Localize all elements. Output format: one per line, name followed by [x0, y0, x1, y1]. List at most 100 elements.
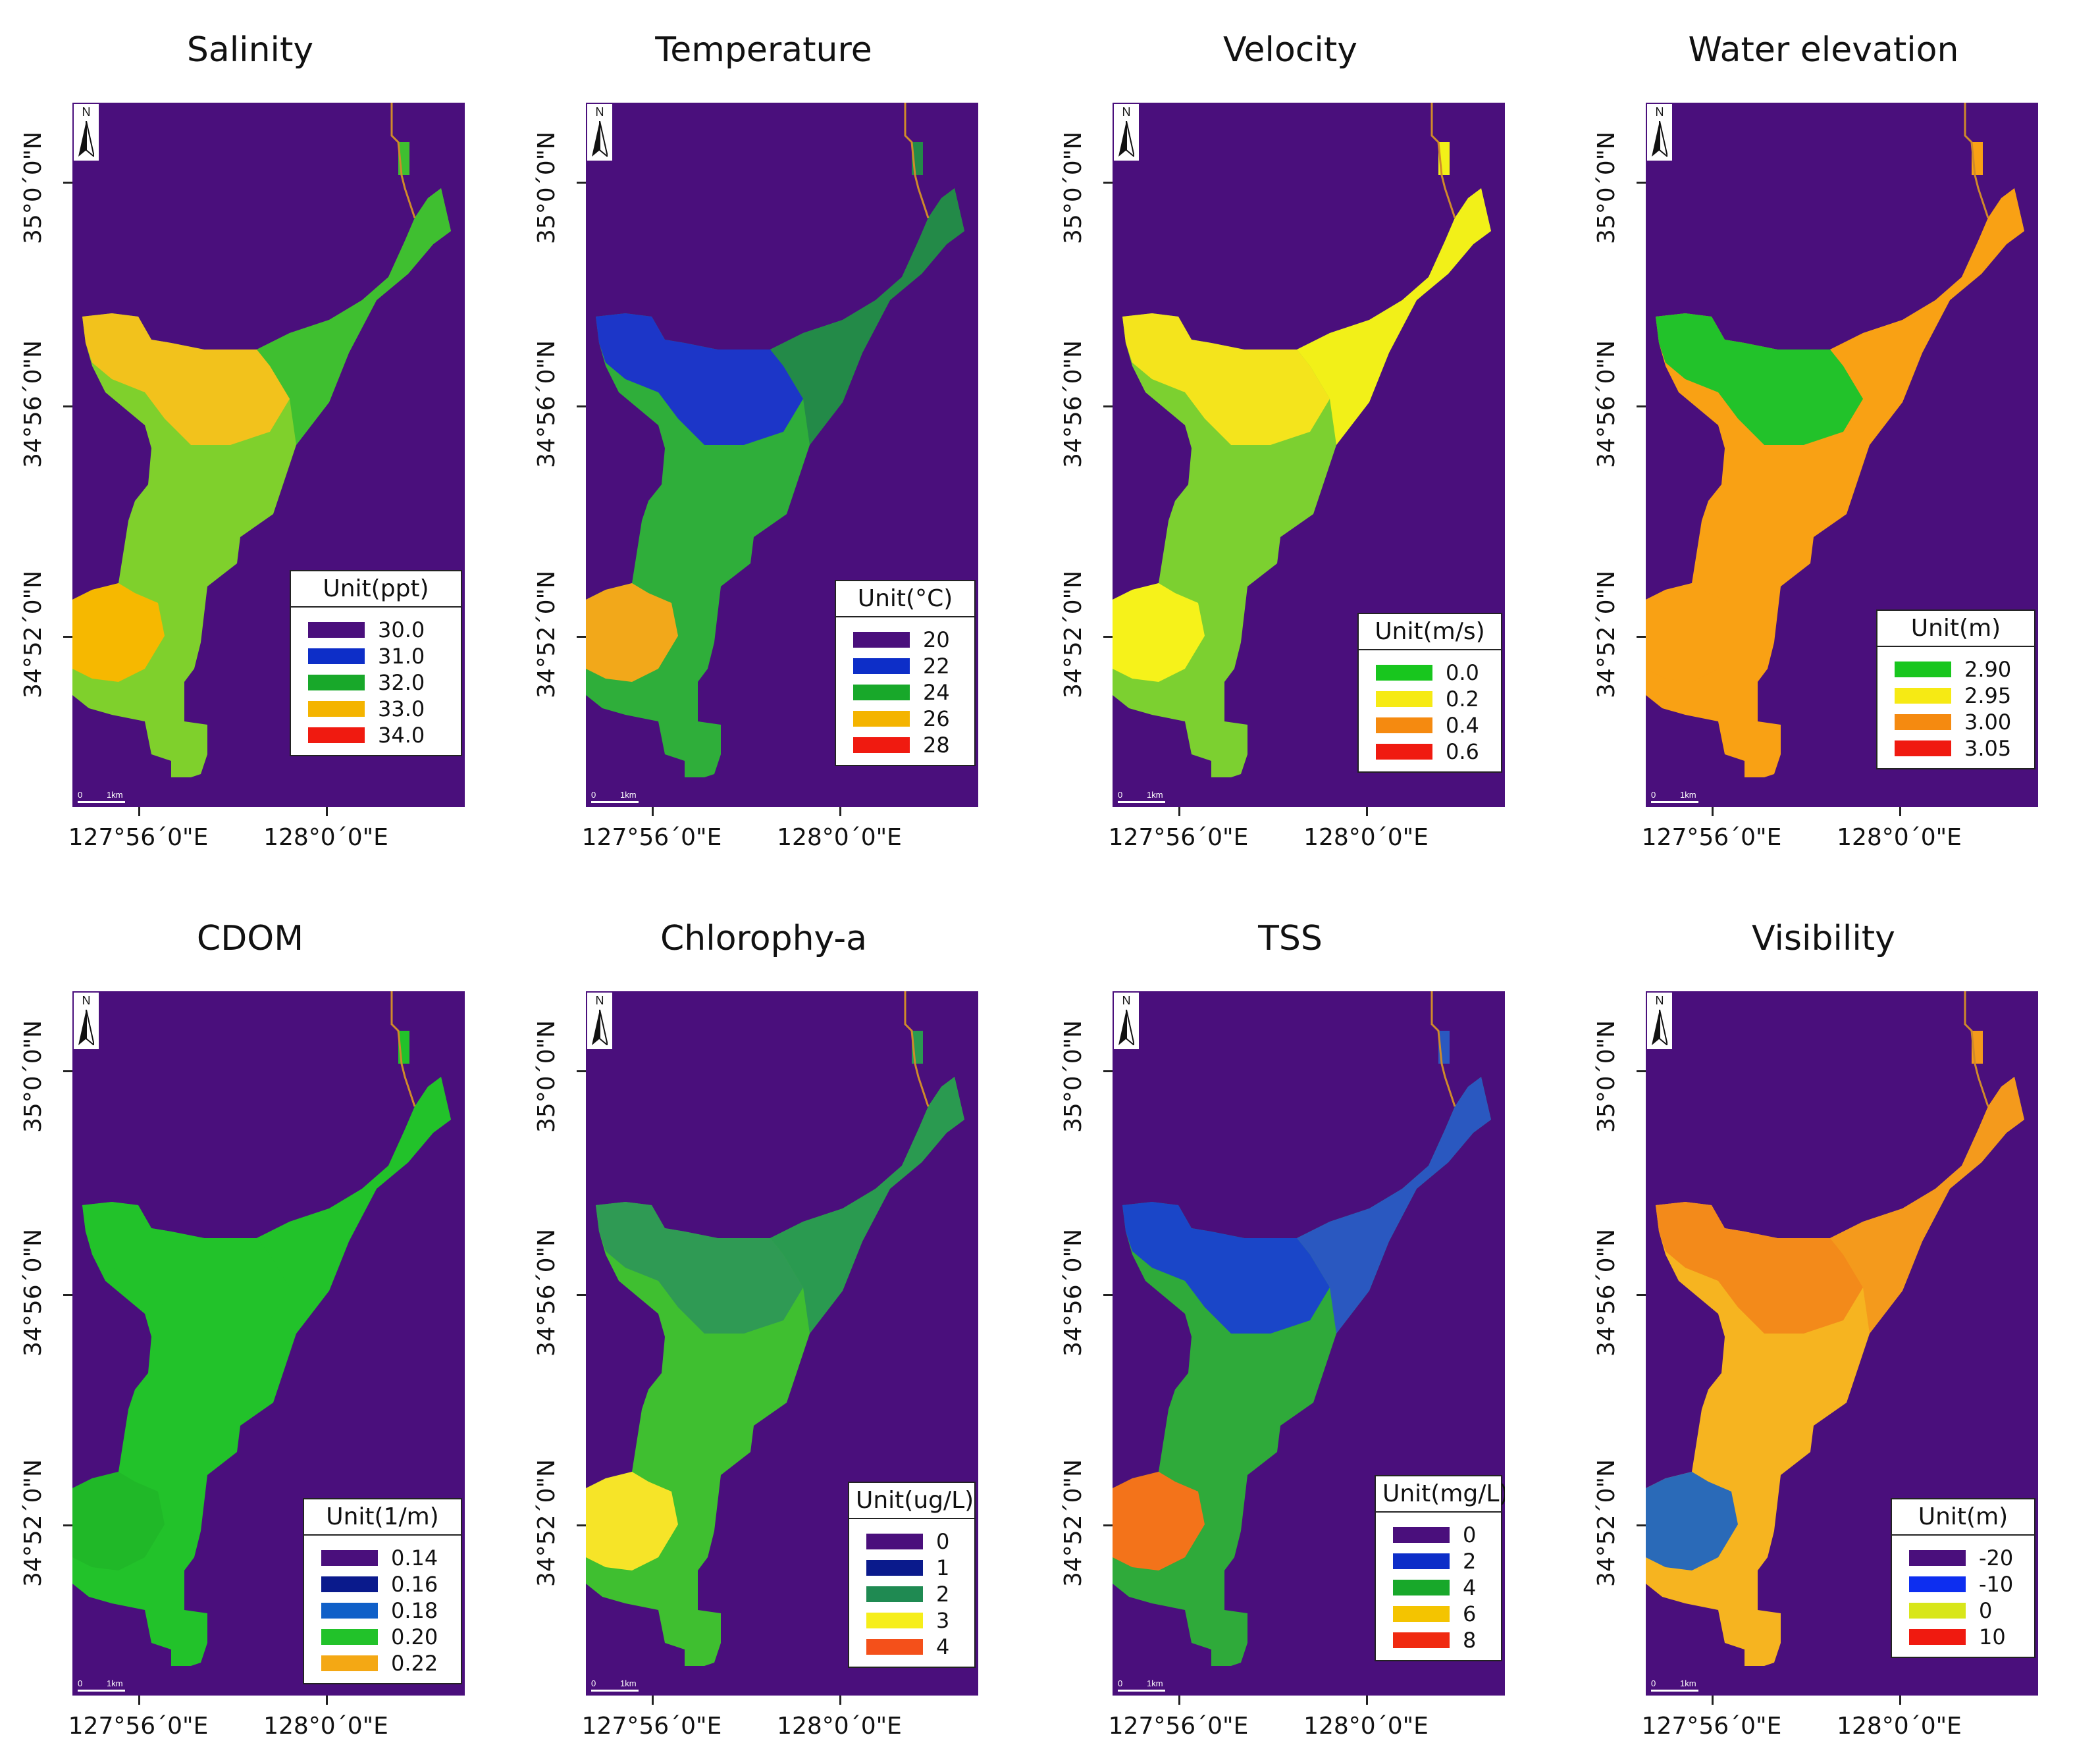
legend-value: 0.2: [1446, 687, 1479, 712]
legend-swatch: [1909, 1629, 1966, 1645]
scale-distance: 1km: [1147, 1678, 1163, 1688]
scale-bar: 0 1km: [591, 1678, 650, 1693]
north-label: N: [1122, 994, 1131, 1007]
longitude-tick: [839, 807, 841, 816]
legend-value: 0.16: [391, 1572, 438, 1597]
latitude-label: 34°52´0"N: [1060, 1459, 1087, 1587]
latitude-label: 34°56´0"N: [20, 340, 47, 468]
legend-swatch: [1895, 662, 1951, 677]
scale-bar: 0 1km: [591, 790, 650, 804]
legend-swatch: [321, 1576, 378, 1592]
longitude-tick: [1178, 1696, 1180, 1705]
longitude-label: 128°0´0"E: [1303, 824, 1429, 851]
estuary-water-core: [1646, 583, 1738, 682]
scale-distance: 1km: [1680, 1678, 1696, 1688]
legend-swatch: [1393, 1553, 1450, 1569]
north-arrow-icon: [592, 1010, 608, 1045]
legend-swatch: [1909, 1603, 1966, 1619]
legend-entry: 28: [836, 732, 974, 758]
legend-swatch: [1393, 1632, 1450, 1648]
scale-line: [591, 1690, 639, 1692]
longitude-label: 127°56´0"E: [581, 824, 722, 851]
north-arrow: N: [587, 104, 612, 161]
map-panel-tss: TSS N 0 1km: [1040, 908, 1540, 1764]
scale-zero: 0: [1118, 1678, 1123, 1688]
north-label: N: [1122, 105, 1131, 118]
latitude-label: 34°56´0"N: [1060, 340, 1087, 468]
north-label: N: [1655, 994, 1664, 1007]
legend-value: 3.05: [1964, 736, 2012, 761]
latitude-tick: [1637, 1070, 1646, 1072]
legend-swatch: [1895, 688, 1951, 704]
legend-entry: 3.05: [1877, 735, 2034, 762]
legend-swatch: [866, 1560, 923, 1576]
legend-box: Unit(°C) 20 22 24 26 28: [835, 580, 976, 766]
legend-unit: Unit(ppt): [291, 571, 461, 608]
estuary-shape: [72, 991, 451, 1666]
legend-value: 0.22: [391, 1651, 438, 1676]
map-panel-cdom: CDOM N 0 1km: [0, 908, 500, 1764]
estuary-water-core: [586, 1472, 678, 1570]
legend-entry: 0.6: [1359, 739, 1501, 765]
legend-entry: -20: [1892, 1545, 2034, 1571]
longitude-label: 127°56´0"E: [1641, 1713, 1782, 1740]
scale-zero: 0: [591, 1678, 596, 1688]
longitude-label: 127°56´0"E: [68, 824, 209, 851]
estuary-shape: [586, 103, 964, 777]
panel-title: Temperature: [655, 30, 872, 70]
legend-entry: 2: [849, 1581, 974, 1607]
legend-entry: 2.95: [1877, 683, 2034, 709]
latitude-label: 35°0´0"N: [20, 131, 47, 244]
estuary-water-upper: [257, 188, 451, 445]
scale-zero: 0: [1118, 790, 1123, 800]
legend-value: 3.00: [1964, 710, 2012, 735]
scale-zero: 0: [78, 1678, 83, 1688]
panel-title: Velocity: [1223, 30, 1357, 70]
longitude-tick: [1178, 807, 1180, 816]
legend-entry: 32.0: [291, 669, 461, 696]
longitude-tick: [326, 807, 328, 816]
scale-distance: 1km: [620, 790, 637, 800]
scale-distance: 1km: [1147, 790, 1163, 800]
legend-swatch: [1376, 665, 1432, 681]
latitude-tick: [63, 1294, 72, 1296]
estuary-water-core: [1646, 1472, 1738, 1570]
legend-swatch: [1895, 740, 1951, 756]
longitude-tick: [1899, 1696, 1901, 1705]
legend-unit: Unit(m/s): [1359, 614, 1501, 650]
legend-swatch: [853, 632, 910, 648]
legend-value: 2: [936, 1582, 950, 1607]
north-arrow: N: [587, 993, 612, 1049]
estuary-water-core: [72, 1472, 165, 1570]
legend-entry: 20: [836, 627, 974, 653]
scale-bar: 0 1km: [1651, 790, 1710, 804]
legend-swatch: [321, 1550, 378, 1566]
latitude-label: 34°52´0"N: [533, 570, 560, 698]
longitude-label: 128°0´0"E: [263, 824, 388, 851]
map-frame: N 0 1km Unit(m) 2.90 2.95 3.00 3.05: [1646, 103, 2038, 807]
latitude-label: 34°56´0"N: [1593, 1228, 1620, 1357]
legend-value: 0: [1463, 1522, 1477, 1547]
legend-entry: 0.16: [304, 1571, 461, 1597]
legend-box: Unit(1/m) 0.14 0.16 0.18 0.20 0.22: [303, 1498, 462, 1684]
north-label: N: [82, 105, 91, 118]
legend-entry: 3: [849, 1607, 974, 1634]
legend-value: 33.0: [378, 696, 425, 721]
longitude-tick: [652, 1696, 654, 1705]
estuary-water-upper: [257, 1077, 451, 1334]
legend-box: Unit(ppt) 30.0 31.0 32.0 33.0 34.0: [290, 570, 462, 756]
legend-swatch: [321, 1655, 378, 1671]
scale-zero: 0: [78, 790, 83, 800]
latitude-tick: [1637, 1294, 1646, 1296]
river-line: [1430, 103, 1456, 219]
latitude-label: 34°52´0"N: [1060, 570, 1087, 698]
river-line: [390, 103, 416, 219]
north-arrow: N: [1647, 104, 1672, 161]
latitude-label: 34°56´0"N: [533, 1228, 560, 1357]
scale-zero: 0: [1651, 1678, 1656, 1688]
river-line: [904, 103, 930, 219]
legend-value: 0.20: [391, 1624, 438, 1649]
latitude-label: 35°0´0"N: [533, 1020, 560, 1133]
river-line: [390, 991, 416, 1107]
